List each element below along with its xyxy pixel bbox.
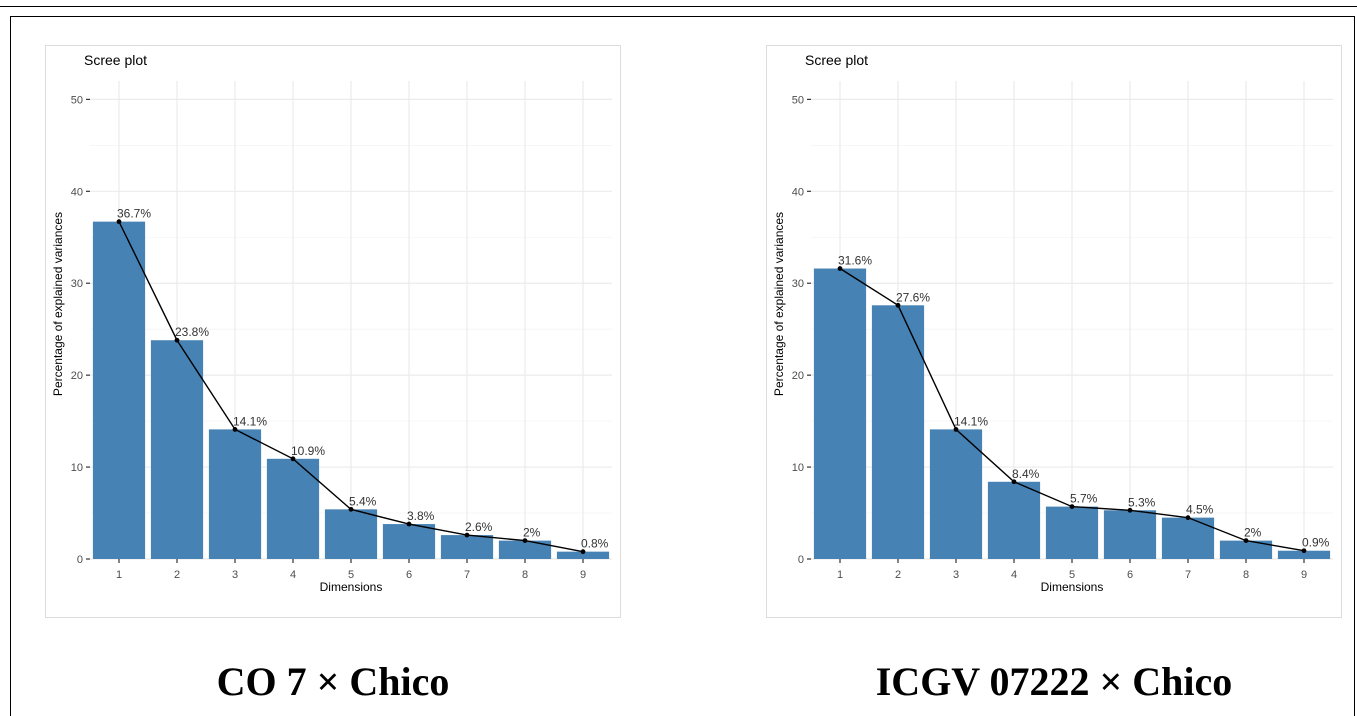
variance-point-3 (232, 426, 238, 432)
data-label-9: 0.8% (581, 537, 609, 551)
x-tick-label: 2 (174, 569, 180, 581)
x-tick-label: 2 (895, 569, 901, 581)
x-tick-label: 4 (290, 569, 296, 581)
data-label-6: 5.3% (1128, 495, 1156, 509)
y-tick-label: 0 (798, 554, 804, 566)
bar-dim-8 (498, 540, 552, 559)
bar-dim-9 (556, 551, 610, 559)
variance-point-4 (290, 456, 296, 462)
x-tick-label: 4 (1011, 569, 1017, 581)
data-label-3: 14.1% (954, 414, 988, 428)
x-tick-label: 5 (1069, 569, 1075, 581)
y-tick-label: 30 (792, 278, 804, 290)
data-label-8: 2% (523, 526, 541, 540)
bar-dim-7 (440, 535, 494, 559)
x-tick-label: 6 (1127, 569, 1133, 581)
data-label-3: 14.1% (233, 414, 267, 428)
data-label-2: 27.6% (896, 290, 930, 304)
x-tick-label: 1 (116, 569, 122, 581)
data-label-9: 0.9% (1302, 536, 1330, 550)
y-tick-label: 30 (71, 278, 83, 290)
caption-left: CO 7 × Chico (216, 659, 450, 704)
data-label-2: 23.8% (175, 325, 209, 339)
bar-dim-1 (92, 221, 146, 559)
x-tick-label: 9 (580, 569, 586, 581)
variance-point-9 (580, 549, 586, 555)
y-tick-label: 0 (77, 554, 83, 566)
x-tick-label: 7 (464, 569, 470, 581)
chart-title: Scree plot (805, 52, 868, 68)
x-tick-label: 8 (522, 569, 528, 581)
x-tick-label: 3 (232, 569, 238, 581)
variance-point-1 (837, 266, 843, 271)
data-label-6: 3.8% (407, 509, 435, 523)
variance-point-8 (1243, 538, 1249, 544)
x-axis-title: Dimensions (320, 580, 383, 594)
variance-point-5 (1069, 504, 1075, 510)
scree-plot-left: 36.7% 23.8% 14.1% 10.9% 5.4% 3.8% 2.6% 2% 0.8% 0 1… (45, 45, 621, 618)
bar-dim-5 (1045, 506, 1099, 559)
y-tick-label: 40 (71, 186, 83, 198)
bar-dim-7 (1161, 517, 1215, 559)
variance-point-7 (1185, 515, 1191, 521)
bar-dim-6 (382, 524, 436, 559)
bar-dim-4 (987, 481, 1041, 559)
x-axis-title: Dimensions (1041, 580, 1104, 594)
variance-point-7 (464, 532, 470, 538)
variance-point-8 (522, 538, 528, 544)
bar-dim-8 (1219, 540, 1273, 559)
bar-dim-5 (324, 509, 378, 559)
caption-right: ICGV 07222 × Chico (875, 659, 1233, 704)
data-label-4: 10.9% (291, 444, 325, 458)
bar-dim-3 (208, 429, 262, 559)
variance-point-9 (1301, 548, 1307, 554)
variance-point-2 (895, 302, 901, 308)
variance-point-1 (116, 219, 122, 225)
scree-plot-right-svg: 31.6% 27.6% 14.1% 8.4% 5.7% 5.3% 4.5% 2% 0.9% 0 10… (772, 52, 1333, 594)
y-axis-title: Percentage of explained variances (772, 212, 786, 396)
x-tick-label: 7 (1185, 569, 1191, 581)
bar-dim-1 (813, 268, 867, 559)
y-tick-label: 20 (792, 370, 804, 382)
scree-plot-right: 31.6% 27.6% 14.1% 8.4% 5.7% 5.3% 4.5% 2% 0.9% 0 10… (766, 45, 1342, 618)
x-tick-label: 3 (953, 569, 959, 581)
y-tick-label: 10 (792, 462, 804, 474)
variance-point-5 (348, 506, 354, 512)
figure-frame (10, 16, 1355, 716)
data-label-7: 2.6% (465, 520, 493, 534)
variance-point-4 (1011, 479, 1017, 485)
bar-dim-9 (1277, 550, 1331, 559)
data-label-5: 5.7% (1070, 492, 1098, 506)
x-tick-label: 6 (406, 569, 412, 581)
chart-title: Scree plot (84, 52, 147, 68)
scree-plot-left-svg: 36.7% 23.8% 14.1% 10.9% 5.4% 3.8% 2.6% 2% 0.8% 0 1… (51, 52, 612, 594)
bar-dim-6 (1103, 510, 1157, 559)
bar-dim-4 (266, 458, 320, 559)
data-label-5: 5.4% (349, 494, 377, 508)
data-label-8: 2% (1244, 526, 1262, 540)
x-tick-label: 9 (1301, 569, 1307, 581)
y-tick-label: 20 (71, 370, 83, 382)
variance-point-2 (174, 337, 180, 343)
variance-point-6 (1127, 507, 1133, 513)
y-axis-title: Percentage of explained variances (51, 212, 65, 396)
bar-dim-2 (871, 305, 925, 559)
y-tick-label: 40 (792, 186, 804, 198)
y-tick-label: 50 (792, 94, 804, 106)
data-label-1: 36.7% (117, 207, 151, 221)
x-tick-label: 8 (1243, 569, 1249, 581)
y-tick-label: 50 (71, 94, 83, 106)
x-tick-label: 1 (837, 569, 843, 581)
y-tick-label: 10 (71, 462, 83, 474)
x-tick-label: 5 (348, 569, 354, 581)
data-label-1: 31.6% (838, 254, 872, 268)
variance-point-6 (406, 521, 412, 527)
data-label-7: 4.5% (1186, 503, 1214, 517)
top-rule (0, 6, 1357, 7)
variance-point-3 (953, 426, 959, 432)
data-label-4: 8.4% (1012, 467, 1040, 481)
bar-dim-2 (150, 340, 204, 559)
bar-dim-3 (929, 429, 983, 559)
